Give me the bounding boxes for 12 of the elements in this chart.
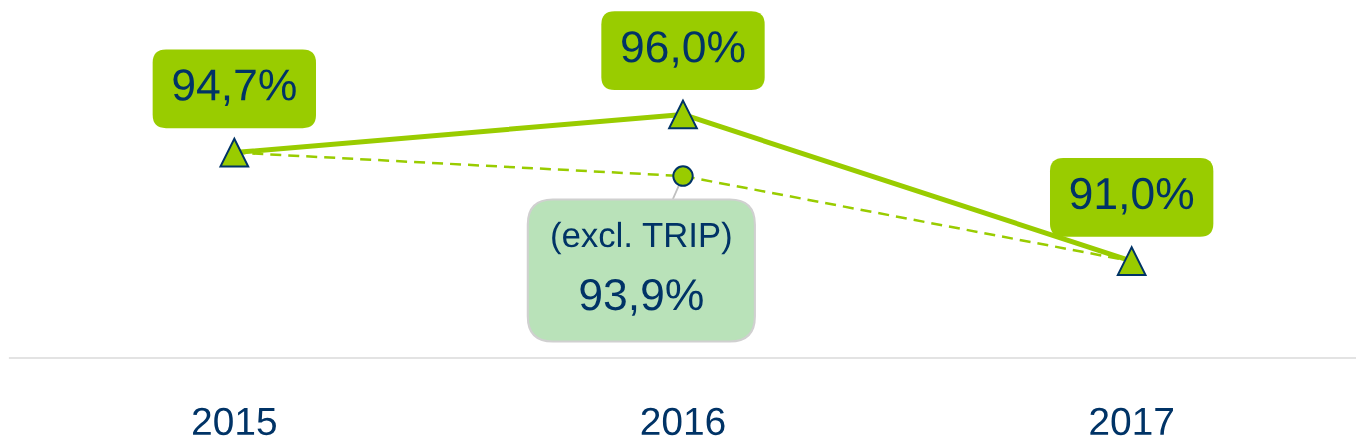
point: [219, 137, 250, 168]
point: [672, 165, 694, 187]
data-label: 94,7%: [173, 69, 296, 106]
data-label: 96,0%: [622, 31, 745, 68]
series-label: (excl. TRIP): [552, 221, 731, 255]
point: [1116, 246, 1147, 277]
x-tick-label: 2015: [193, 407, 276, 436]
x-tick-label: 2017: [1090, 407, 1173, 436]
data-label: 93,9%: [580, 278, 703, 316]
x-tick-label: 2016: [641, 407, 725, 436]
data-label: 91,0%: [1070, 177, 1194, 215]
point: [668, 99, 698, 130]
